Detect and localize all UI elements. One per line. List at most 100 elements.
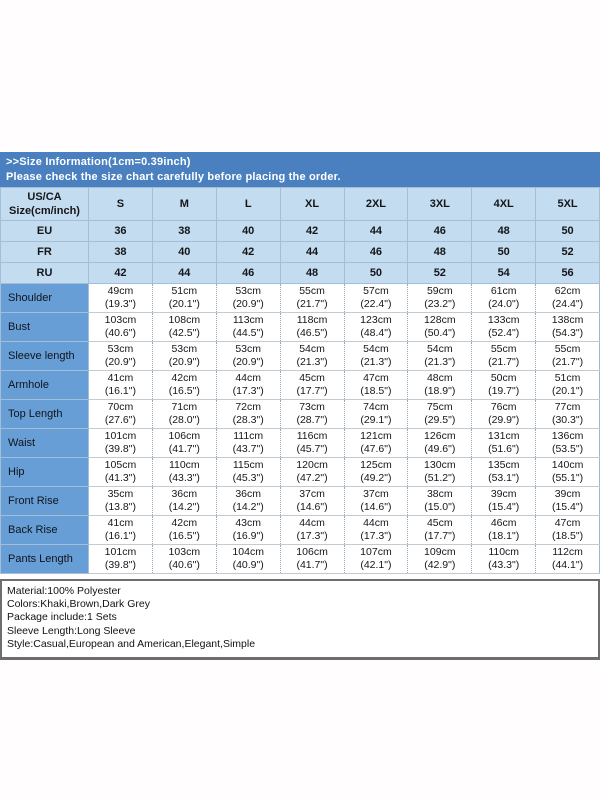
measurement-cm-value: 48cm (426, 372, 453, 384)
measurement-inch-value: (15.4") (551, 501, 584, 513)
measurement-cm-value: 71cm (171, 401, 198, 413)
measurement-inch-value: (39.8") (104, 443, 137, 455)
measurement-cm-value: 44cm (299, 517, 325, 529)
measurement-cell: 103cm (40.6") (88, 312, 153, 342)
measurement-cm-value: 103cm (104, 314, 137, 326)
measurement-inch-value: (17.3") (360, 530, 392, 542)
measurement-cm-value: 45cm (299, 372, 325, 384)
measurement-cell: 116cm (45.7") (279, 428, 345, 458)
region-size-cell: 38 (88, 241, 153, 263)
measurement-cm-value: 126cm (424, 430, 456, 442)
measurement-inch-value: (28.3") (232, 414, 264, 426)
region-size-cell: 44 (151, 262, 217, 284)
measurement-cm-value: 47cm (363, 372, 389, 384)
measurement-cm-value: 44cm (235, 372, 262, 384)
measurement-inch-value: (45.3") (232, 472, 264, 484)
measurement-cm-value: 73cm (299, 401, 325, 413)
measurement-cell: 36cm (14.2") (215, 486, 281, 516)
measurement-cm-value: 41cm (107, 517, 134, 529)
measurement-cell: 45cm (17.7") (279, 370, 345, 400)
measurement-inch-value: (43.3") (488, 559, 520, 571)
measurement-inch-value: (44.5") (232, 327, 264, 339)
measurement-cm-value: 53cm (235, 285, 262, 297)
measurement-cm-value: 42cm (171, 517, 198, 529)
measurement-inch-value: (20.1") (168, 298, 200, 310)
size-info-note: Please check the size chart carefully be… (6, 170, 341, 183)
measurement-cell: 104cm (40.9") (215, 544, 281, 574)
measurement-cell: 109cm (42.9") (407, 544, 473, 574)
measurement-inch-value: (42.9") (424, 559, 456, 571)
measurement-inch-value: (52.4") (488, 327, 520, 339)
measurement-cm-value: 39cm (490, 488, 517, 500)
measurement-cell: 50cm (19.7") (471, 370, 537, 400)
size-header-cell: 4XL (471, 187, 537, 221)
size-header-cell: M (151, 187, 217, 221)
measurement-cell: 44cm (17.3") (215, 370, 281, 400)
measurement-cm-value: 101cm (104, 546, 137, 558)
measurement-row: Back Rise 41cm (16.1") 42cm (16.5") 43cm (16.9… (0, 515, 600, 545)
size-chart-table: US/CA Size(cm/inch) S M L XL 2XL 3XL 4XL 5XL EU… (0, 187, 600, 574)
measurement-cm-value: 133cm (487, 314, 520, 326)
measurement-cm-value: 106cm (168, 430, 201, 442)
region-size-cell: 38 (151, 220, 217, 242)
measurement-cell: 110cm (43.3") (471, 544, 537, 574)
measurement-inch-value: (20.9") (104, 356, 137, 368)
measurement-cm-value: 103cm (168, 546, 201, 558)
measurement-inch-value: (29.5") (424, 414, 456, 426)
region-size-cell: 48 (279, 262, 345, 284)
top-whitespace (0, 0, 600, 152)
measurement-label: Armhole (0, 370, 89, 400)
size-header-row: US/CA Size(cm/inch) S M L XL 2XL 3XL 4XL 5XL (0, 187, 600, 221)
measurement-cell: 49cm (19.3") (88, 283, 153, 313)
measurement-cell: 71cm (28.0") (151, 399, 217, 429)
measurement-label: Bust (0, 312, 89, 342)
measurement-label: Pants Length (0, 544, 89, 574)
measurement-inch-value: (20.9") (232, 356, 264, 368)
region-size-cell: 44 (279, 241, 345, 263)
measurement-cell: 118cm (46.5") (279, 312, 345, 342)
measurement-cell: 45cm (17.7") (407, 515, 473, 545)
measurement-cm-value: 109cm (424, 546, 456, 558)
measurement-label: Waist (0, 428, 89, 458)
region-size-cell: 40 (215, 220, 281, 242)
measurement-cell: 37cm (14.6") (279, 486, 345, 516)
measurement-cm-value: 47cm (554, 517, 581, 529)
measurement-inch-value: (21.3") (296, 356, 328, 368)
measurement-cell: 55cm (21.7") (279, 283, 345, 313)
measurement-inch-value: (14.2") (168, 501, 200, 513)
size-table-head: US/CA Size(cm/inch) S M L XL 2XL 3XL 4XL 5XL (0, 187, 600, 221)
measurement-cm-value: 61cm (490, 285, 517, 297)
corner-header-cell: US/CA Size(cm/inch) (0, 187, 89, 221)
measurement-cell: 46cm (18.1") (471, 515, 537, 545)
measurement-cell: 128cm (50.4") (407, 312, 473, 342)
measurement-label: Back Rise (0, 515, 89, 545)
size-info-banner: >>Size Information(1cm=0.39inch) Please … (0, 152, 600, 187)
measurement-cm-value: 101cm (104, 430, 137, 442)
measurement-cell: 106cm (41.7") (151, 428, 217, 458)
measurement-cm-value: 108cm (168, 314, 201, 326)
measurement-cm-value: 44cm (363, 517, 389, 529)
measurement-cm-value: 120cm (296, 459, 328, 471)
measurement-cell: 44cm (17.3") (343, 515, 409, 545)
region-size-cell: 42 (215, 241, 281, 263)
measurement-cm-value: 55cm (299, 285, 325, 297)
measurement-cm-value: 140cm (551, 459, 584, 471)
measurement-cell: 51cm (20.1") (535, 370, 600, 400)
measurement-inch-value: (15.0") (424, 501, 456, 513)
measurement-inch-value: (16.5") (168, 385, 200, 397)
region-size-cell: 46 (407, 220, 473, 242)
measurement-cm-value: 50cm (490, 372, 517, 384)
measurement-cell: 101cm (39.8") (88, 544, 153, 574)
measurement-inch-value: (21.3") (360, 356, 392, 368)
measurement-cm-value: 110cm (168, 459, 200, 471)
measurement-inch-value: (40.9") (232, 559, 264, 571)
region-size-cell: 50 (535, 220, 600, 242)
measurement-inch-value: (16.9") (232, 530, 264, 542)
measurement-cm-value: 111cm (233, 430, 264, 442)
detail-line: Colors:Khaki,Brown,Dark Grey (7, 598, 150, 611)
measurement-cm-value: 104cm (232, 546, 264, 558)
measurement-cell: 75cm (29.5") (407, 399, 473, 429)
measurement-inch-value: (29.1") (360, 414, 392, 426)
measurement-inch-value: (47.6") (360, 443, 392, 455)
